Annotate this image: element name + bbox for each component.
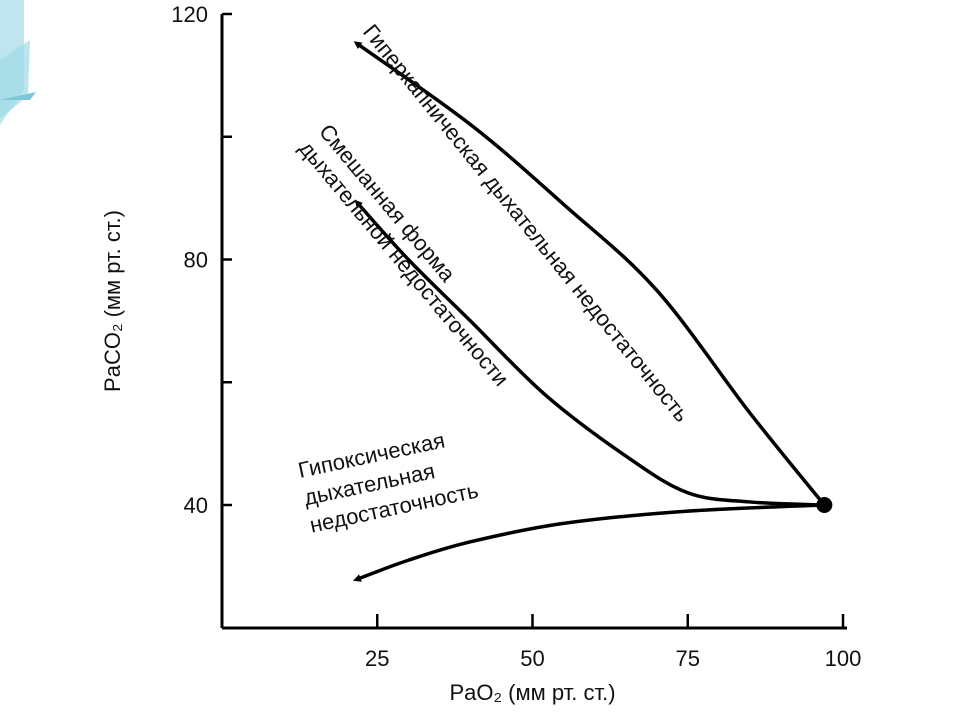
ticks-group: 40 80 120 25 50 75 100 PaO₂ (мм рт. ст.) PaCO₂ (…: [100, 2, 861, 705]
x-tick-label-25: 25: [365, 646, 389, 671]
axes-group: [220, 14, 847, 630]
mixed-form-curve: [354, 199, 825, 507]
hypercapnic-curve: [353, 41, 826, 507]
cyan-accent-sliver: [0, 92, 36, 100]
hypoxic-curve: [352, 503, 825, 582]
x-axis-title: PaO₂ (мм рт. ст.): [449, 680, 615, 705]
x-tick-label-75: 75: [676, 646, 700, 671]
curves-group: [352, 41, 833, 582]
y-tick-label-120: 120: [171, 2, 208, 27]
y-axis-title: PaCO₂ (мм рт. ст.): [100, 210, 125, 392]
y-tick-label-40: 40: [184, 493, 208, 518]
y-tick-label-80: 80: [184, 248, 208, 273]
x-tick-label-50: 50: [520, 646, 544, 671]
x-tick-label-100: 100: [825, 646, 862, 671]
decorative-slide-accent: [0, 0, 36, 125]
hypoxic-label: Гипоксическаядыхательнаянедостаточность: [296, 423, 481, 538]
origin-point: [816, 497, 833, 513]
